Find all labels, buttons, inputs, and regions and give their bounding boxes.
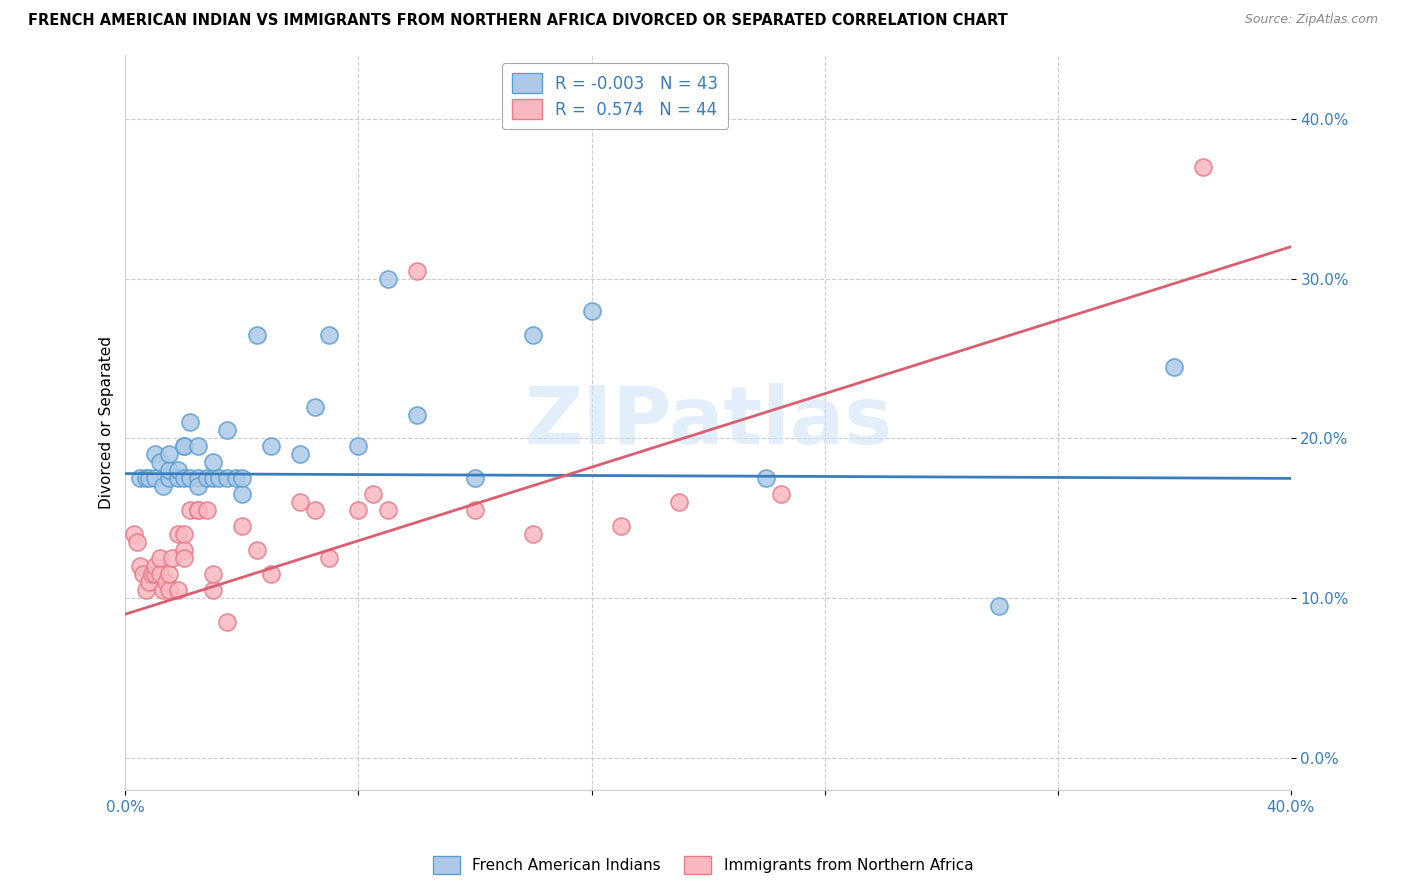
Point xyxy=(135,583,157,598)
Point xyxy=(152,479,174,493)
Point xyxy=(179,471,201,485)
Point xyxy=(129,471,152,485)
Point xyxy=(245,543,267,558)
Point xyxy=(143,471,166,485)
Point xyxy=(187,503,209,517)
Point xyxy=(173,440,195,454)
Point xyxy=(347,503,370,517)
Point xyxy=(231,487,253,501)
Point xyxy=(160,551,183,566)
Point xyxy=(225,471,247,485)
Point xyxy=(464,503,486,517)
Point xyxy=(201,471,224,485)
Point xyxy=(522,527,544,541)
Point xyxy=(522,327,544,342)
Point xyxy=(167,583,190,598)
Point xyxy=(173,527,195,541)
Point xyxy=(157,567,180,582)
Point xyxy=(179,416,201,430)
Point xyxy=(167,471,190,485)
Point xyxy=(1192,160,1215,174)
Point xyxy=(135,471,157,485)
Point xyxy=(195,503,218,517)
Point xyxy=(377,503,399,517)
Point xyxy=(201,583,224,598)
Point xyxy=(260,567,283,582)
Point xyxy=(173,471,195,485)
Point xyxy=(609,519,631,533)
Point xyxy=(167,463,190,477)
Point xyxy=(127,535,149,549)
Text: ZIPatlas: ZIPatlas xyxy=(524,384,893,461)
Point xyxy=(167,527,190,541)
Point xyxy=(231,519,253,533)
Point xyxy=(581,303,603,318)
Point xyxy=(157,583,180,598)
Point xyxy=(157,463,180,477)
Point xyxy=(668,495,690,509)
Point xyxy=(304,400,326,414)
Point xyxy=(318,551,340,566)
Point xyxy=(464,471,486,485)
Point xyxy=(141,567,163,582)
Y-axis label: Divorced or Separated: Divorced or Separated xyxy=(100,336,114,509)
Point xyxy=(122,527,145,541)
Point xyxy=(173,551,195,566)
Text: FRENCH AMERICAN INDIAN VS IMMIGRANTS FROM NORTHERN AFRICA DIVORCED OR SEPARATED : FRENCH AMERICAN INDIAN VS IMMIGRANTS FRO… xyxy=(28,13,1008,29)
Point xyxy=(201,567,224,582)
Point xyxy=(187,503,209,517)
Point xyxy=(155,575,177,590)
Point xyxy=(143,559,166,574)
Point xyxy=(377,271,399,285)
Point xyxy=(304,503,326,517)
Point xyxy=(187,471,209,485)
Point xyxy=(149,567,172,582)
Point xyxy=(157,471,180,485)
Point xyxy=(217,615,239,629)
Point xyxy=(187,440,209,454)
Point xyxy=(187,479,209,493)
Point xyxy=(149,455,172,469)
Point xyxy=(157,447,180,461)
Point xyxy=(201,455,224,469)
Point xyxy=(988,599,1011,614)
Point xyxy=(318,327,340,342)
Point xyxy=(138,575,160,590)
Point xyxy=(755,471,778,485)
Point xyxy=(208,471,231,485)
Point xyxy=(143,447,166,461)
Point xyxy=(149,551,172,566)
Legend: French American Indians, Immigrants from Northern Africa: French American Indians, Immigrants from… xyxy=(426,850,980,880)
Point xyxy=(217,424,239,438)
Point xyxy=(260,440,283,454)
Legend: R = -0.003   N = 43, R =  0.574   N = 44: R = -0.003 N = 43, R = 0.574 N = 44 xyxy=(502,63,728,128)
Point xyxy=(173,543,195,558)
Point xyxy=(138,471,160,485)
Text: Source: ZipAtlas.com: Source: ZipAtlas.com xyxy=(1244,13,1378,27)
Point xyxy=(1163,359,1185,374)
Point xyxy=(405,408,427,422)
Point xyxy=(290,495,312,509)
Point xyxy=(769,487,792,501)
Point xyxy=(143,567,166,582)
Point xyxy=(217,471,239,485)
Point xyxy=(405,264,427,278)
Point xyxy=(361,487,384,501)
Point xyxy=(347,440,370,454)
Point xyxy=(152,583,174,598)
Point xyxy=(231,471,253,485)
Point xyxy=(132,567,155,582)
Point xyxy=(290,447,312,461)
Point xyxy=(195,471,218,485)
Point xyxy=(129,559,152,574)
Point xyxy=(179,503,201,517)
Point xyxy=(245,327,267,342)
Point xyxy=(173,440,195,454)
